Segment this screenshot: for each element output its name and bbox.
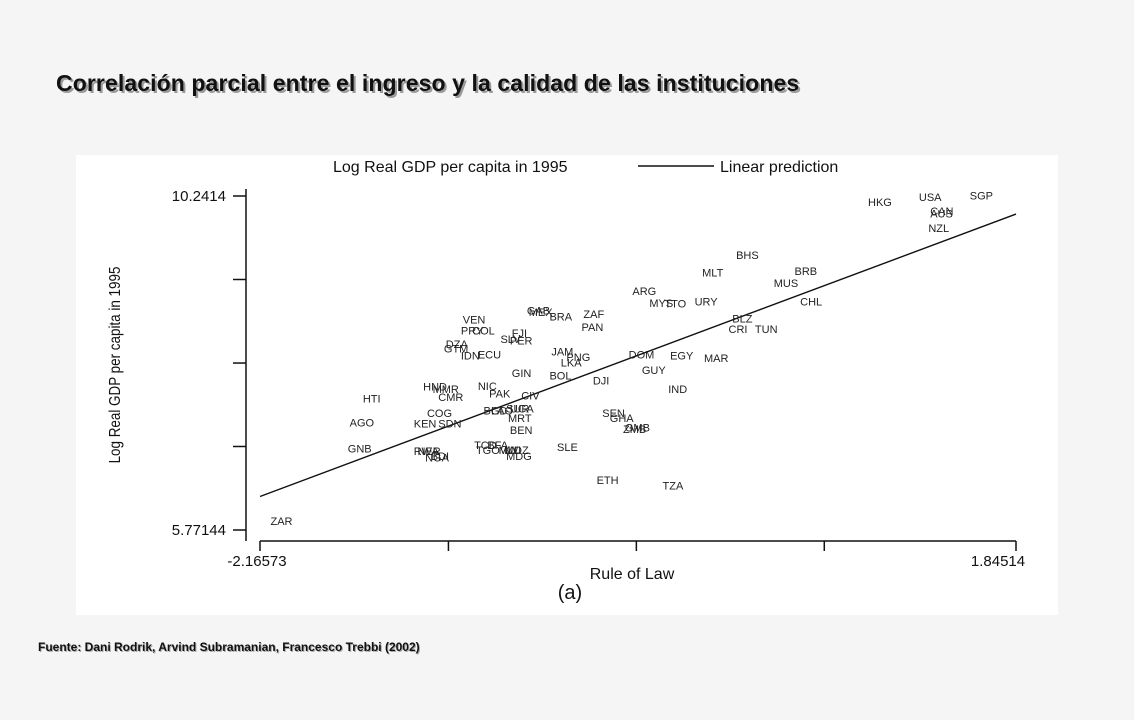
point-dom: DOM xyxy=(629,350,655,362)
point-gin: GIN xyxy=(512,368,532,380)
point-mrt: MRT xyxy=(508,413,532,425)
point-sen: SEN xyxy=(602,408,625,420)
point-fji: FJI xyxy=(512,328,527,340)
point-cog: COG xyxy=(427,408,452,420)
axes xyxy=(245,189,1016,542)
point-pak: PAK xyxy=(489,388,511,400)
point-col: COL xyxy=(472,326,495,338)
point-eth: ETH xyxy=(597,475,619,487)
point-lka: LKA xyxy=(561,358,582,370)
point-gtm: GTM xyxy=(444,344,468,356)
point-bol: BOL xyxy=(549,370,571,382)
point-mar: MAR xyxy=(704,353,729,365)
point-mys: MYS xyxy=(649,298,673,310)
scatter-figure: 10.2414 5.77144 -2.16573 1.84514 Rule of… xyxy=(76,155,1058,615)
point-mwi: MWI xyxy=(499,445,522,457)
point-pry: PRY xyxy=(461,326,484,338)
point-dza: DZA xyxy=(446,339,469,351)
point-hkg: HKG xyxy=(868,197,892,209)
point-moz: MOZ xyxy=(504,445,529,457)
point-bhs: BHS xyxy=(736,250,759,262)
point-bdi: BDI xyxy=(431,451,449,463)
x-axis-title: Rule of Law xyxy=(590,566,675,583)
legend: Log Real GDP per capita in 1995 Linear p… xyxy=(333,159,838,176)
slide-title: Correlación parcial entre el ingreso y l… xyxy=(56,70,800,96)
point-bgd: BGD xyxy=(483,406,507,418)
point-gmb: GMB xyxy=(625,423,650,435)
axis-ticks xyxy=(233,195,1017,551)
point-pan: PAN xyxy=(582,322,604,334)
point-dji: DJI xyxy=(593,376,610,388)
y-axis-title: Log Real GDP per capita in 1995 xyxy=(107,267,124,464)
point-aus: AUS xyxy=(930,208,953,220)
y-tick-label-top: 10.2414 xyxy=(172,188,226,205)
point-zmb: ZMB xyxy=(623,424,646,436)
point-ven: VEN xyxy=(463,314,486,326)
point-mli: MLI xyxy=(499,445,517,457)
point-ago: AGO xyxy=(350,418,375,430)
point-zaf: ZAF xyxy=(583,309,604,321)
point-chl: CHL xyxy=(800,296,822,308)
point-uga: UGA xyxy=(510,403,535,415)
point-mmr: MMR xyxy=(433,384,459,396)
point-zar: ZAR xyxy=(271,516,293,528)
point-cri: CRI xyxy=(729,324,748,336)
point-bfa: BFA xyxy=(487,440,508,452)
point-civ: CIV xyxy=(521,391,540,403)
point-rwa: RWA xyxy=(414,446,440,458)
point-bra: BRA xyxy=(549,311,572,323)
point-tcd: TCD xyxy=(474,440,497,452)
point-cmr: CMR xyxy=(438,392,463,404)
scatter-plot: 10.2414 5.77144 -2.16573 1.84514 Rule of… xyxy=(107,159,1025,604)
panel-label: (a) xyxy=(558,582,582,604)
point-mdg: MDG xyxy=(506,451,532,463)
point-hnd: HND xyxy=(423,382,447,394)
point-blz: BLZ xyxy=(732,314,752,326)
point-sle: SLE xyxy=(557,442,578,454)
point-tgo: TGO xyxy=(476,445,500,457)
point-egy: EGY xyxy=(670,350,694,362)
point-gab: GAB xyxy=(527,305,550,317)
point-nzl: NZL xyxy=(928,223,949,235)
point-lao: LAO xyxy=(491,406,513,418)
point-ecu: ECU xyxy=(478,350,501,362)
legend-label-linear-prediction: Linear prediction xyxy=(720,159,838,176)
point-gha: GHA xyxy=(610,413,635,425)
point-sgp: SGP xyxy=(970,190,993,202)
point-gnb: GNB xyxy=(348,444,372,456)
point-idn: IDN xyxy=(461,350,480,362)
point-ben: BEN xyxy=(510,425,533,437)
x-tick-label-right: 1.84514 xyxy=(971,553,1025,570)
point-sur: SUR xyxy=(506,403,529,415)
point-ury: URY xyxy=(695,296,719,308)
point-mlt: MLT xyxy=(702,267,723,279)
point-can: CAN xyxy=(930,206,953,218)
point-sdn: SDN xyxy=(438,418,461,430)
point-slv: SLV xyxy=(500,334,521,346)
x-tick-label-left: -2.16573 xyxy=(227,553,286,570)
point-brb: BRB xyxy=(795,266,818,278)
point-arg: ARG xyxy=(632,286,656,298)
point-ner: NER xyxy=(418,446,441,458)
point-guy: GUY xyxy=(642,365,667,377)
point-jam: JAM xyxy=(551,347,573,359)
legend-label-series: Log Real GDP per capita in 1995 xyxy=(333,159,568,176)
point-tza: TZA xyxy=(663,480,684,492)
point-mus: MUS xyxy=(774,278,798,290)
point-tto: TTO xyxy=(664,299,686,311)
point-usa: USA xyxy=(919,192,942,204)
point-tun: TUN xyxy=(755,324,778,336)
point-per: PER xyxy=(510,335,533,347)
point-hti: HTI xyxy=(363,394,381,406)
source-citation: Fuente: Dani Rodrik, Arvind Subramanian,… xyxy=(38,640,420,654)
point-nga: NGA xyxy=(425,453,450,465)
point-ken: KEN xyxy=(414,418,437,430)
point-mex: MEX xyxy=(529,307,554,319)
point-ind: IND xyxy=(668,384,687,396)
y-tick-label-bottom: 5.77144 xyxy=(172,522,226,539)
linear-prediction-line xyxy=(259,213,1017,498)
point-png: PNG xyxy=(566,352,590,364)
point-nic: NIC xyxy=(478,381,497,393)
